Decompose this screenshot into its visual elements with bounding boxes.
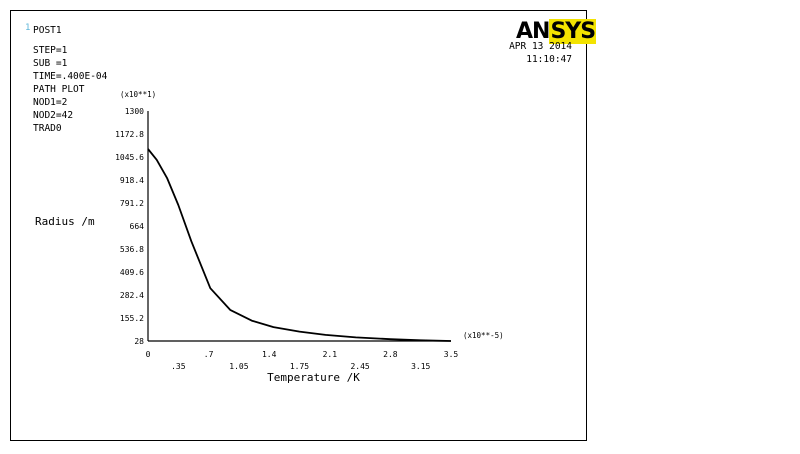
info-line: NOD2=42 (33, 110, 74, 121)
line-chart: 28 155.2 282.4 409.6 536.8 664 791.2 918.4 1045.… (35, 90, 504, 384)
y-tick-label: 664 (130, 222, 145, 231)
x-multiplier-label: (x10**-5) (463, 331, 504, 340)
ansys-logo: ANSYS (516, 19, 597, 44)
time-label: 11:10:47 (526, 54, 572, 65)
y-tick-label: 282.4 (120, 291, 144, 300)
x-tick-label: 3.15 (411, 362, 430, 371)
y-axis-label: Radius /m (35, 215, 95, 228)
x-tick-label: .7 (204, 350, 214, 359)
y-tick-label: 28 (134, 337, 144, 346)
y-tick-label: 155.2 (120, 314, 144, 323)
info-line: STEP=1 (33, 45, 68, 56)
y-tick-label: 791.2 (120, 199, 144, 208)
y-tick-label: 1172.8 (115, 130, 144, 139)
info-line: TIME=.400E-04 (33, 71, 108, 82)
y-tick-label: 536.8 (120, 245, 144, 254)
x-tick-label: 2.8 (383, 350, 398, 359)
x-tick-label: 3.5 (444, 350, 459, 359)
x-tick-label: 1.4 (262, 350, 277, 359)
window-number: 1 (25, 23, 31, 33)
info-line: TRAD0 (33, 123, 62, 134)
y-tick-label: 918.4 (120, 176, 144, 185)
y-tick-label: 1045.6 (115, 153, 144, 162)
logo-an: AN (516, 19, 550, 44)
info-line: SUB =1 (33, 58, 68, 69)
y-tick-label: 1300 (125, 107, 144, 116)
info-line: PATH PLOT (33, 84, 85, 95)
x-tick-label: .35 (171, 362, 186, 371)
x-axis-label: Temperature /K (267, 371, 360, 384)
plot-window: 1 ANSYS APR 13 2014 11:10:47 POST1 STEP=… (10, 10, 597, 441)
x-tick-label: 1.75 (290, 362, 309, 371)
x-tick-label: 2.45 (350, 362, 369, 371)
y-multiplier-label: (x10**1) (120, 90, 156, 99)
logo-sys: SYS (549, 19, 597, 44)
series-line (147, 148, 452, 342)
x-tick-label: 2.1 (323, 350, 338, 359)
date-label: APR 13 2014 (509, 41, 572, 52)
info-line: NOD1=2 (33, 97, 68, 108)
info-line: POST1 (33, 25, 62, 36)
y-tick-label: 409.6 (120, 268, 144, 277)
x-tick-label: 1.05 (229, 362, 248, 371)
x-tick-label: 0 (146, 350, 151, 359)
